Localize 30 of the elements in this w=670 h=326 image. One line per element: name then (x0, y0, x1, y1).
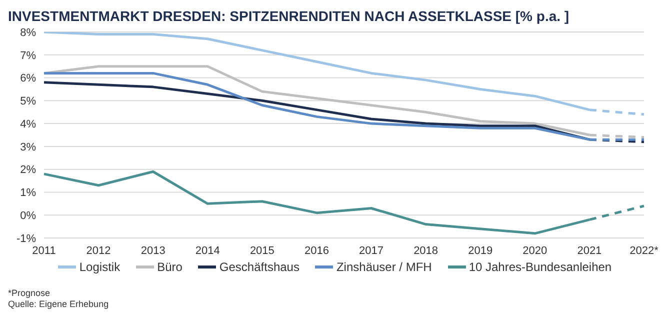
chart-title: INVESTMENTMARKT DRESDEN: SPITZENRENDITEN NACH ASSETKLASSE [% p.a. ] (8, 8, 570, 24)
y-tick-label: 3% (20, 141, 36, 154)
y-tick-label: 1% (20, 187, 36, 200)
x-tick-label: 2020 (522, 244, 548, 257)
y-tick-label: 4% (20, 118, 36, 130)
x-tick-label: 2015 (250, 244, 274, 257)
y-tick-label: 7% (20, 50, 36, 62)
text: *Prognose (8, 288, 52, 299)
x-tick-label: 2021 (577, 244, 602, 257)
x-tick-label: 2012 (86, 244, 111, 257)
x-tick-label: 2014 (195, 244, 220, 257)
legend-label: Logistik (79, 260, 120, 274)
y-tick-label: -1% (16, 232, 36, 245)
x-tick-label: 2022* (630, 244, 660, 257)
y-tick-label: 6% (20, 72, 36, 85)
y-tick-label: 8% (20, 26, 36, 39)
x-tick-label: 2016 (304, 244, 329, 257)
legend-label: Geschäftshaus (219, 260, 300, 274)
x-tick-label: 2018 (414, 244, 438, 257)
x-tick-label: 2011 (32, 244, 56, 257)
legend-label: 10 Jahres-Bundesanleihen (468, 260, 612, 274)
x-tick-label: 2017 (359, 244, 384, 257)
y-tick-label: 2% (20, 164, 36, 176)
x-tick-label: 2013 (140, 244, 166, 257)
legend-label: Zinshäuser / MFH (336, 260, 432, 274)
y-tick-label: 0% (20, 210, 36, 222)
source-note: Quelle: Eigene Erhebung (8, 299, 110, 310)
y-tick-label: 5% (20, 96, 36, 108)
x-tick-label: 2019 (468, 244, 493, 257)
legend-label: Büro (157, 260, 182, 274)
